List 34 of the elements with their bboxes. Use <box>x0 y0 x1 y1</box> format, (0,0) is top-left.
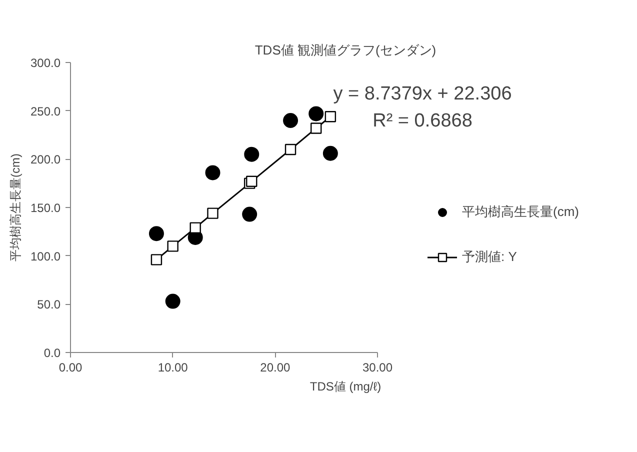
point <box>244 146 260 162</box>
x-tick-label: 0.00 <box>58 360 83 374</box>
point <box>148 226 164 242</box>
point <box>190 222 201 234</box>
y-tick-label: 300.0 <box>30 56 61 70</box>
point <box>308 106 324 122</box>
point <box>284 144 296 156</box>
y-tick-label: 150.0 <box>30 201 61 215</box>
point <box>246 176 258 187</box>
x-tick-label: 30.00 <box>362 360 393 374</box>
point <box>322 146 338 161</box>
point <box>165 294 180 309</box>
point <box>205 165 220 180</box>
y-tick-label: 0.0 <box>44 346 61 360</box>
y-tick-label: 200.0 <box>30 152 61 167</box>
annotation: R² = 0.6868 <box>372 110 472 132</box>
point <box>242 206 258 222</box>
x-tick-label: 10.00 <box>158 360 188 374</box>
point <box>324 111 336 122</box>
x-tick-label: 20.00 <box>260 360 291 374</box>
point <box>150 254 162 266</box>
legend-label: 予測値: Y <box>462 248 517 266</box>
chart-title: TDS値 観測値グラフ(センダン) <box>254 42 436 58</box>
annotation: y = 8.7379x + 22.306 <box>333 84 512 104</box>
y-tick-label: 250.0 <box>30 104 61 118</box>
y-axis-title: 平均樹高生長量(cm) <box>8 153 22 262</box>
y-tick-label: 50.0 <box>37 298 61 312</box>
y-tick-label: 100.0 <box>30 249 61 264</box>
x-axis-title: TDS値 (mg/ℓ) <box>310 380 382 394</box>
legend-label: 平均樹高生長量(cm) <box>462 203 579 221</box>
point <box>310 122 322 134</box>
point <box>207 208 218 219</box>
point <box>167 240 178 252</box>
point <box>283 113 298 128</box>
